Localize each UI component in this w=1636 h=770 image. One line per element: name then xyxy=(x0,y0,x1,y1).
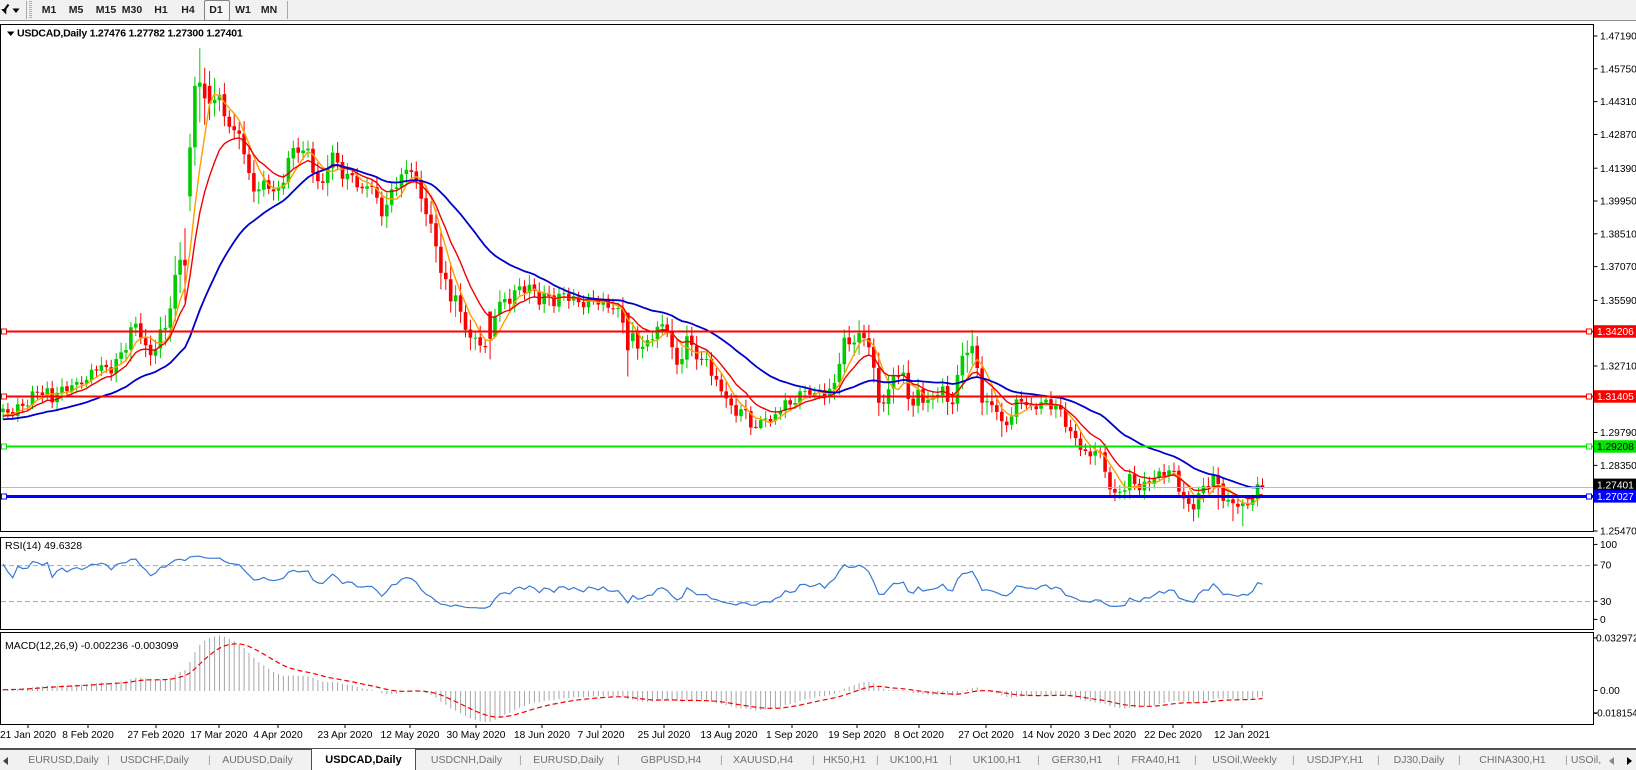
svg-text:1.29208: 1.29208 xyxy=(1597,442,1634,453)
svg-text:1 Sep 2020: 1 Sep 2020 xyxy=(766,730,818,741)
svg-text:1.27027: 1.27027 xyxy=(1597,492,1634,503)
svg-text:14 Nov 2020: 14 Nov 2020 xyxy=(1022,730,1080,741)
svg-text:0.032972: 0.032972 xyxy=(1596,634,1636,645)
svg-text:13 Aug 2020: 13 Aug 2020 xyxy=(700,730,758,741)
svg-text:1.38510: 1.38510 xyxy=(1600,229,1636,240)
svg-text:-0.018154: -0.018154 xyxy=(1594,709,1636,720)
svg-text:27 Oct 2020: 27 Oct 2020 xyxy=(958,730,1014,741)
svg-text:1.35590: 1.35590 xyxy=(1600,296,1636,307)
svg-text:1.39950: 1.39950 xyxy=(1600,197,1636,208)
svg-text:USDCAD,Daily 1.27476 1.27782: USDCAD,Daily 1.27476 1.27782 1.27300 1.2… xyxy=(17,28,243,40)
svg-text:19 Sep 2020: 19 Sep 2020 xyxy=(828,730,886,741)
svg-text:1.42870: 1.42870 xyxy=(1600,130,1636,141)
svg-text:12 May 2020: 12 May 2020 xyxy=(381,730,440,741)
svg-text:1.34206: 1.34206 xyxy=(1597,327,1634,338)
svg-text:23 Apr 2020: 23 Apr 2020 xyxy=(318,730,373,741)
svg-text:100: 100 xyxy=(1600,540,1617,551)
svg-text:70: 70 xyxy=(1600,561,1612,572)
svg-text:27 Feb 2020: 27 Feb 2020 xyxy=(127,730,185,741)
svg-text:1.25470: 1.25470 xyxy=(1600,527,1636,538)
svg-text:0.00: 0.00 xyxy=(1600,686,1620,697)
svg-text:8 Oct 2020: 8 Oct 2020 xyxy=(894,730,944,741)
svg-text:3 Dec 2020: 3 Dec 2020 xyxy=(1084,730,1136,741)
svg-text:25 Jul 2020: 25 Jul 2020 xyxy=(638,730,691,741)
svg-text:21 Jan 2020: 21 Jan 2020 xyxy=(0,730,56,741)
svg-text:1.31405: 1.31405 xyxy=(1597,392,1634,403)
svg-text:4 Apr 2020: 4 Apr 2020 xyxy=(253,730,303,741)
svg-text:8 Feb 2020: 8 Feb 2020 xyxy=(62,730,114,741)
svg-text:18 Jun 2020: 18 Jun 2020 xyxy=(514,730,570,741)
svg-text:RSI(14) 49.6328: RSI(14) 49.6328 xyxy=(5,540,82,552)
svg-text:1.41390: 1.41390 xyxy=(1600,164,1636,175)
svg-text:30 May 2020: 30 May 2020 xyxy=(447,730,506,741)
svg-text:22 Dec 2020: 22 Dec 2020 xyxy=(1144,730,1202,741)
svg-text:17 Mar 2020: 17 Mar 2020 xyxy=(190,730,248,741)
svg-text:12 Jan 2021: 12 Jan 2021 xyxy=(1214,730,1270,741)
svg-text:7 Jul 2020: 7 Jul 2020 xyxy=(577,730,624,741)
svg-text:1.28350: 1.28350 xyxy=(1600,461,1636,472)
svg-text:1.27401: 1.27401 xyxy=(1597,480,1634,491)
svg-text:1.29790: 1.29790 xyxy=(1600,428,1636,439)
svg-text:MACD(12,26,9) -0.002236 -0.003: MACD(12,26,9) -0.002236 -0.003099 xyxy=(5,640,179,652)
svg-text:1.44310: 1.44310 xyxy=(1600,97,1636,108)
svg-text:1.32710: 1.32710 xyxy=(1600,362,1636,373)
svg-text:1.45750: 1.45750 xyxy=(1600,64,1636,75)
svg-text:1.37070: 1.37070 xyxy=(1600,262,1636,273)
svg-text:0: 0 xyxy=(1600,615,1606,626)
svg-text:30: 30 xyxy=(1600,597,1612,608)
svg-text:1.47190: 1.47190 xyxy=(1600,32,1636,43)
